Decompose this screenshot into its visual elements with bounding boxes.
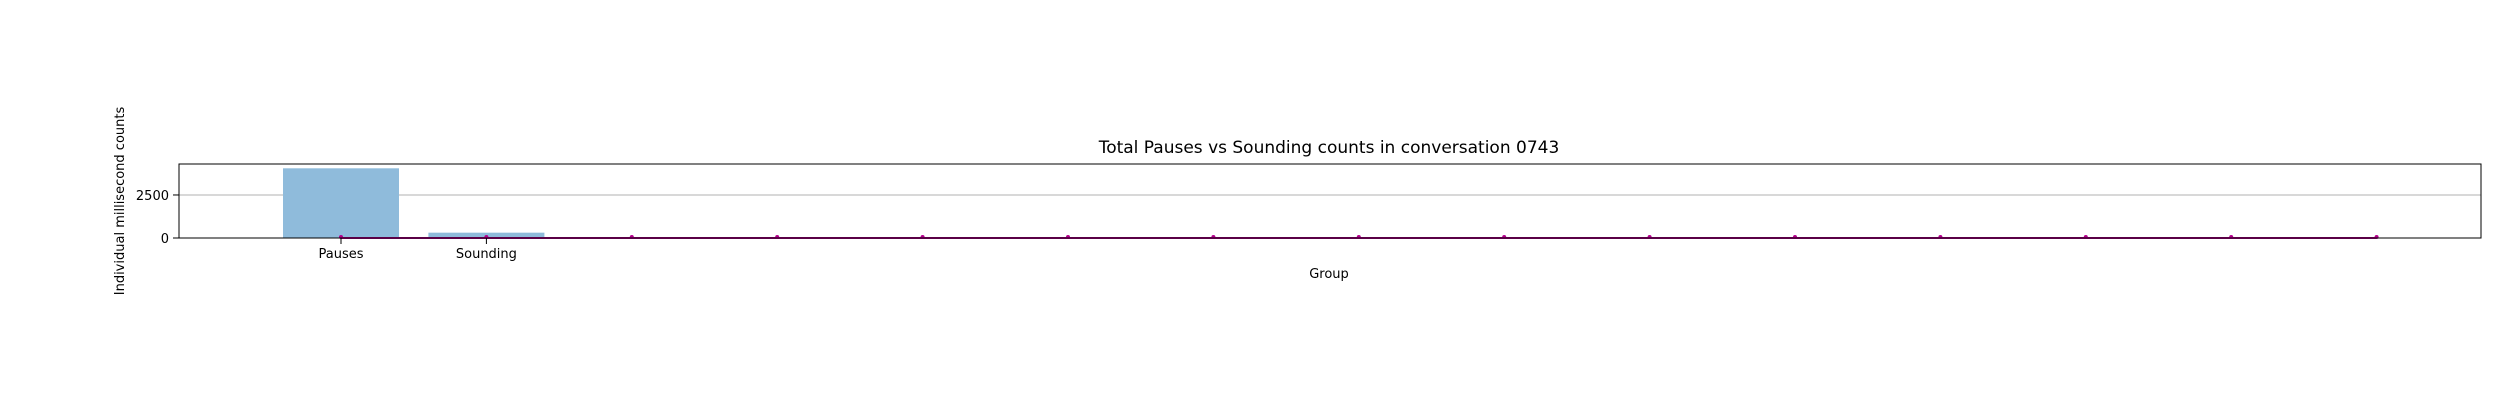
- x-axis-ticks: Pauses Sounding: [318, 238, 517, 262]
- plot-frame: [178, 163, 2482, 239]
- bar: [283, 168, 399, 238]
- x-axis-label: Group: [1309, 267, 1349, 282]
- y-tick-label: 0: [161, 232, 169, 247]
- y-axis-ticks: 0 2500: [136, 189, 179, 247]
- x-tick-label: Pauses: [318, 247, 363, 262]
- y-axis-label: Individual millisecond counts: [113, 107, 128, 296]
- x-tick-label: Sounding: [456, 247, 517, 262]
- bars: [283, 168, 545, 238]
- chart-title: Total Pauses vs Sounding counts in conve…: [1098, 138, 1560, 158]
- y-tick-label: 2500: [136, 189, 169, 204]
